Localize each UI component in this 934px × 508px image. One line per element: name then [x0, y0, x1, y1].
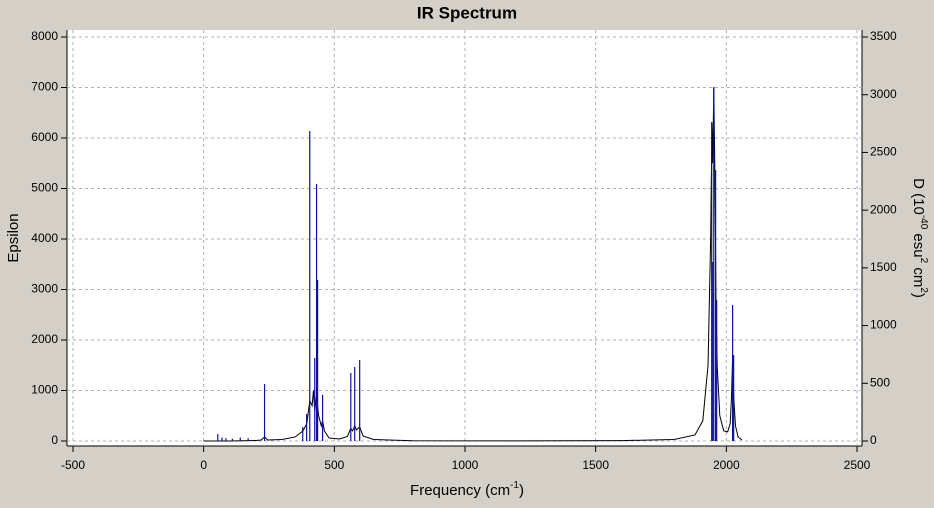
y-axis-label: Epsilon — [5, 213, 22, 262]
y-tick-label: 6000 — [31, 130, 58, 144]
y-tick-label: 2000 — [31, 332, 58, 346]
x-tick-label: 1500 — [582, 458, 609, 472]
y2-tick-label: 2000 — [870, 202, 897, 216]
x-tick-label: 2500 — [844, 458, 871, 472]
label-part: ) — [519, 482, 524, 499]
x-tick-label: -500 — [61, 458, 85, 472]
label-part: ) — [910, 293, 927, 298]
y2-tick-label: 1000 — [870, 318, 897, 332]
x-tick-label: 0 — [200, 458, 207, 472]
chart-title: IR Spectrum — [417, 3, 517, 22]
y-tick-label: 5000 — [31, 181, 58, 195]
plot-area — [67, 30, 862, 446]
label-part: esu — [910, 229, 927, 257]
y2-tick-label: 500 — [870, 375, 890, 389]
y2-tick-label: 2500 — [870, 145, 897, 159]
y2-tick-label: 1500 — [870, 260, 897, 274]
superscript: -1 — [510, 480, 519, 491]
y-tick-label: 3000 — [31, 282, 58, 296]
x-tick-label: 1000 — [452, 458, 479, 472]
y2-tick-label: 3500 — [870, 29, 897, 43]
x-tick-label: 2000 — [713, 458, 740, 472]
label-part: D (10 — [910, 178, 927, 215]
label-part: Frequency (cm — [410, 482, 510, 499]
y2-tick-label: 3000 — [870, 87, 897, 101]
label-part: cm — [910, 263, 927, 287]
y2-tick-label: 0 — [870, 433, 877, 447]
y-tick-label: 7000 — [31, 80, 58, 94]
superscript: 2 — [918, 258, 929, 264]
y-tick-label: 0 — [51, 433, 58, 447]
x-axis-label: Frequency (cm-1) — [410, 480, 524, 499]
y-tick-label: 1000 — [31, 383, 58, 397]
superscript: 2 — [918, 287, 929, 293]
y-tick-label: 4000 — [31, 231, 58, 245]
y2-axis-label: D (10-40 esu2 cm2) — [910, 178, 929, 298]
y-tick-label: 8000 — [31, 29, 58, 43]
superscript: -40 — [918, 215, 929, 230]
x-tick-label: 500 — [324, 458, 344, 472]
